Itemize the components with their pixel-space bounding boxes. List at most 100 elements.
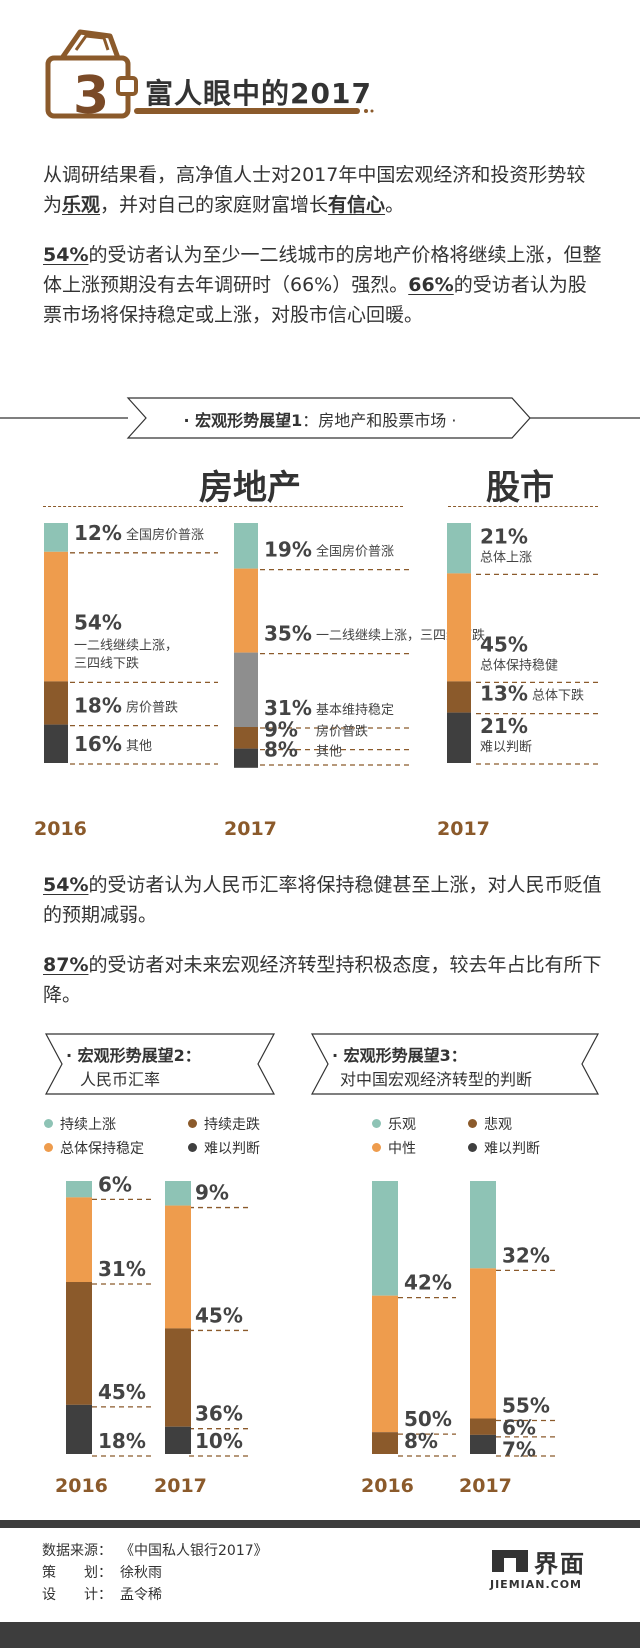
intro-paragraph-2: 54%的受访者认为至少一二线城市的房地产价格将继续上涨，但整体上涨预期没有去年调… bbox=[43, 240, 603, 330]
data-label-text: 三四线下跌 bbox=[74, 655, 139, 671]
section-number: 3 bbox=[73, 66, 110, 126]
bar-segment bbox=[447, 523, 471, 574]
data-label-text: 全国房价普涨 bbox=[316, 544, 394, 560]
box-frame bbox=[45, 1033, 275, 1095]
text-span: ，并对自己的家庭财富增长 bbox=[100, 194, 329, 216]
data-label-text: 总体上涨 bbox=[480, 550, 532, 565]
legend-dot bbox=[188, 1119, 197, 1128]
data-label-text: 其他 bbox=[126, 739, 152, 754]
bar-segment bbox=[470, 1418, 496, 1435]
data-label-text: 其他 bbox=[316, 745, 342, 760]
data-label-value: 32% bbox=[502, 1243, 550, 1267]
highlight-87: 87% bbox=[43, 954, 89, 976]
legend-item: 乐观 bbox=[372, 1114, 416, 1134]
bar-segment bbox=[447, 712, 471, 763]
credit-plan: 策 划： 徐秋雨 bbox=[42, 1565, 162, 1581]
bar-segment bbox=[470, 1268, 496, 1419]
year-label: 2016 bbox=[361, 1475, 414, 1497]
section-header: 3 富人眼中的2017 bbox=[40, 20, 600, 130]
data-label-text: 房价普跌 bbox=[126, 700, 178, 716]
jiemian-logo: 界面 JIEMIAN.COM bbox=[490, 1544, 605, 1594]
data-label-value: 16% bbox=[74, 732, 122, 756]
year-label: 2017 bbox=[154, 1475, 207, 1497]
highlight-54b: 54% bbox=[43, 874, 89, 896]
bar-segment bbox=[372, 1295, 398, 1433]
data-label-value: 54% bbox=[74, 610, 122, 634]
data-label-text: 一二线继续上涨，三四线下跌 bbox=[316, 628, 485, 644]
text-span: 的受访者认为至少一二线城市的房地产价格将继续上涨，但整体上涨预期没有去年调研时（… bbox=[43, 244, 602, 296]
divider-stock bbox=[448, 506, 598, 507]
credit-design: 设 计： 孟令稀 bbox=[42, 1587, 162, 1603]
bar-segment bbox=[447, 573, 471, 682]
logo-text: 界面 bbox=[534, 1550, 586, 1578]
highlight-54: 54% bbox=[43, 244, 89, 266]
bar-segment bbox=[372, 1432, 398, 1454]
data-label-value: 18% bbox=[74, 694, 122, 718]
bar-segment bbox=[165, 1205, 191, 1329]
text-span: 的受访者认为股票市场将保持稳定或上涨，对股市信心回暖。 bbox=[43, 274, 587, 326]
box-outlook-2: · 宏观形势展望2： 人民币汇率 bbox=[44, 1032, 276, 1096]
bar-segment bbox=[66, 1181, 92, 1198]
data-label-text: 房价普跌 bbox=[316, 724, 368, 740]
data-label-text: 总体保持稳健 bbox=[480, 657, 558, 673]
data-label-value: 7% bbox=[502, 1438, 536, 1462]
data-label-text: 一二线继续上涨， bbox=[74, 638, 178, 653]
year-label: 2016 bbox=[55, 1475, 108, 1497]
banner-text: · 宏观形势展望1：房地产和股票市场 · bbox=[183, 411, 457, 430]
box-outlook-3: · 宏观形势展望3： 对中国宏观经济转型的判断 bbox=[310, 1032, 600, 1096]
bar-segment bbox=[165, 1426, 191, 1454]
bar-segment bbox=[44, 724, 68, 763]
box-title: · 宏观形势展望3： bbox=[332, 1046, 467, 1065]
data-label-value: 21% bbox=[480, 524, 528, 548]
legend-item: 持续上涨 bbox=[44, 1114, 116, 1134]
legend-dot bbox=[44, 1119, 53, 1128]
data-label-value: 6% bbox=[502, 1416, 536, 1440]
data-label-value: 9% bbox=[195, 1181, 229, 1205]
bar-segment bbox=[66, 1197, 92, 1283]
data-label-value: 19% bbox=[264, 538, 312, 562]
legend-dot bbox=[468, 1143, 477, 1152]
bar-segment bbox=[447, 681, 471, 713]
data-label-value: 45% bbox=[195, 1303, 243, 1327]
box-title: · 宏观形势展望2： bbox=[66, 1046, 201, 1065]
bar-segment bbox=[234, 727, 258, 749]
wallet-icon bbox=[45, 29, 374, 119]
legend-transition: 乐观 悲观 中性 难以判断 bbox=[372, 1114, 612, 1164]
data-label-text: 难以判断 bbox=[480, 740, 532, 755]
bar-segment bbox=[44, 523, 68, 552]
legend-item: 悲观 bbox=[468, 1114, 512, 1134]
year-label: 2017 bbox=[437, 818, 490, 840]
title-realestate: 房地产 bbox=[199, 468, 301, 508]
title-stock: 股市 bbox=[486, 468, 554, 508]
data-label-value: 18% bbox=[98, 1429, 146, 1453]
mid-paragraph-1: 54%的受访者认为人民币汇率将保持稳健甚至上涨，对人民币贬值的预期减弱。 bbox=[43, 870, 603, 930]
data-label-value: 6% bbox=[98, 1172, 132, 1196]
legend-item: 难以判断 bbox=[468, 1138, 540, 1158]
text-span: 从调研结果看，高净值人士对2017年中国宏观经济和投资形势较为 bbox=[43, 164, 586, 216]
data-label-value: 35% bbox=[264, 622, 312, 646]
banner-outlook-1: · 宏观形势展望1：房地产和股票市场 · bbox=[0, 396, 640, 440]
legend-item: 总体保持稳定 bbox=[44, 1138, 144, 1158]
data-label-value: 21% bbox=[480, 714, 528, 738]
legend-dot bbox=[468, 1119, 477, 1128]
data-label-value: 50% bbox=[404, 1407, 452, 1431]
logo-mark-icon bbox=[492, 1550, 528, 1572]
data-label-value: 55% bbox=[502, 1394, 550, 1418]
bar-segment bbox=[372, 1181, 398, 1296]
data-label-value: 12% bbox=[74, 521, 122, 545]
legend-item: 中性 bbox=[372, 1138, 416, 1158]
data-label-value: 45% bbox=[480, 632, 528, 656]
data-label-value: 31% bbox=[264, 696, 312, 720]
intro-paragraph-1: 从调研结果看，高净值人士对2017年中国宏观经济和投资形势较为乐观，并对自己的家… bbox=[43, 160, 603, 220]
banner-frame bbox=[0, 397, 640, 439]
data-label-value: 13% bbox=[480, 682, 528, 706]
legend-dot bbox=[44, 1143, 53, 1152]
box-subtitle: 对中国宏观经济转型的判断 bbox=[340, 1070, 533, 1089]
bar-segment bbox=[44, 551, 68, 682]
data-label-text: 总体下跌 bbox=[532, 688, 584, 704]
chart-rmb-transition: 6% 31% 45% 18% 2016 9% 45% 36% 10% 2017 42% 50%8% 20… bbox=[55, 1172, 556, 1497]
credits: 数据来源： 《中国私人银行2017》 策 划： 徐秋雨 设 计： 孟令稀 bbox=[42, 1540, 268, 1606]
bar-segment bbox=[44, 681, 68, 725]
highlight-optimistic: 乐观 bbox=[62, 194, 101, 216]
